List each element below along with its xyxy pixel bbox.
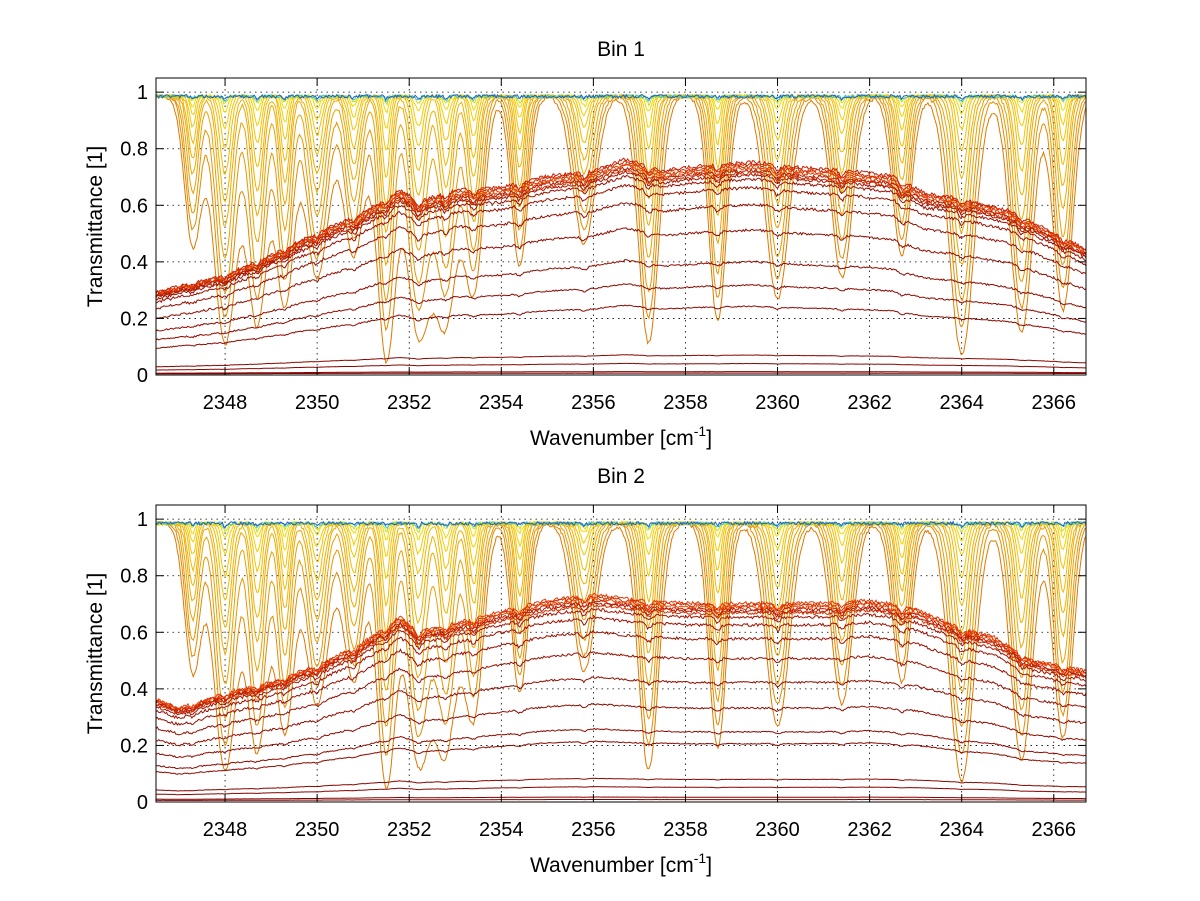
- x-axis-label: Wavenumber [cm-1]: [530, 850, 712, 877]
- x-tick-label: 2362: [847, 392, 892, 414]
- series-line-6: [156, 170, 1086, 299]
- x-tick-label: 2348: [203, 392, 248, 414]
- y-tick-label: 0.4: [120, 252, 148, 274]
- x-tick-label: 2364: [939, 392, 984, 414]
- series-line-10: [156, 676, 1086, 747]
- y-tick-label: 0.6: [120, 195, 148, 217]
- series-line-16: [156, 371, 1086, 374]
- x-tick-label: 2350: [295, 819, 340, 841]
- x-tick-label: 2358: [663, 392, 708, 414]
- y-tick-label: 0: [137, 792, 148, 814]
- series-line-absorption-12: [156, 93, 1086, 102]
- x-tick-label: 2350: [295, 392, 340, 414]
- series-line-12: [156, 283, 1086, 341]
- series-line-11: [156, 258, 1086, 332]
- series-line-7: [156, 615, 1086, 720]
- series-line-5: [156, 604, 1086, 714]
- series-line-17: [156, 798, 1086, 801]
- x-tick-label: 2352: [387, 819, 432, 841]
- x-tick-label: 2360: [755, 819, 800, 841]
- y-tick-label: 0.2: [120, 735, 148, 757]
- series-line-absorption-0: [156, 521, 1086, 789]
- series-line-7: [156, 175, 1086, 301]
- series-line-6: [156, 607, 1086, 716]
- chart-title: Bin 1: [597, 38, 645, 61]
- series-line-14: [156, 777, 1086, 792]
- y-axis-label: Transmittance [1]: [84, 573, 107, 734]
- chart-panel-bin-1: 2348 2350 2352 2354 2356 2358 2360 2362 2364 2366…: [84, 38, 1087, 450]
- series-line-9: [156, 651, 1086, 736]
- y-tick-label: 0.6: [120, 622, 148, 644]
- y-tick-label: 1: [137, 82, 148, 104]
- series-line-8: [156, 629, 1086, 726]
- x-tick-label: 2366: [1032, 392, 1077, 414]
- y-tick-label: 0.2: [120, 308, 148, 330]
- series-line-15: [156, 362, 1086, 371]
- series-line-10: [156, 227, 1086, 320]
- plot-area: [156, 520, 1086, 801]
- y-tick-label: 0.8: [120, 566, 148, 588]
- x-tick-label: 2356: [571, 392, 616, 414]
- x-tick-label: 2364: [939, 819, 984, 841]
- x-axis-label: Wavenumber [cm-1]: [530, 423, 712, 450]
- y-tick-label: 0.4: [120, 679, 148, 701]
- series-line-absorption-6: [156, 93, 1086, 179]
- y-tick-label: 1: [137, 509, 148, 531]
- y-tick-label: 0: [137, 365, 148, 387]
- axes-box: [155, 504, 1087, 803]
- x-tick-label: 2366: [1032, 819, 1077, 841]
- y-axis-label: Transmittance [1]: [84, 146, 107, 307]
- x-tick-label: 2352: [387, 392, 432, 414]
- x-tick-label: 2362: [847, 819, 892, 841]
- series-line-14: [156, 354, 1086, 368]
- plot-area: [156, 93, 1086, 375]
- ticks: 2348 2350 2352 2354 2356 2358 2360 2362 2364 2366…: [120, 78, 1086, 414]
- series-line-16: [156, 796, 1086, 800]
- series-line-17: [156, 372, 1086, 375]
- x-tick-label: 2354: [479, 392, 524, 414]
- series-line-8: [156, 183, 1086, 304]
- series-line-5: [156, 168, 1086, 298]
- x-tick-label: 2356: [571, 819, 616, 841]
- x-tick-label: 2358: [663, 819, 708, 841]
- y-tick-label: 0.8: [120, 139, 148, 161]
- series-line-11: [156, 702, 1086, 759]
- series-line-2: [156, 597, 1086, 711]
- x-tick-label: 2360: [755, 392, 800, 414]
- series-line-12: [156, 727, 1086, 770]
- series-line-absorption-0: [156, 94, 1086, 365]
- series-line-absorption-6: [156, 520, 1086, 608]
- series-line-9: [156, 202, 1086, 310]
- series-line-absorption-12: [156, 520, 1086, 529]
- chart-panel-bin-2: 2348 2350 2352 2354 2356 2358 2360 2362 2364 2366…: [84, 465, 1087, 877]
- series-line-13: [156, 304, 1086, 349]
- x-tick-label: 2354: [479, 819, 524, 841]
- ticks: 2348 2350 2352 2354 2356 2358 2360 2362 2364 2366…: [120, 505, 1086, 841]
- series-line-13: [156, 740, 1086, 775]
- x-tick-label: 2348: [203, 819, 248, 841]
- axes-box: [155, 77, 1087, 376]
- series-line-15: [156, 786, 1086, 796]
- chart-title: Bin 2: [597, 465, 645, 488]
